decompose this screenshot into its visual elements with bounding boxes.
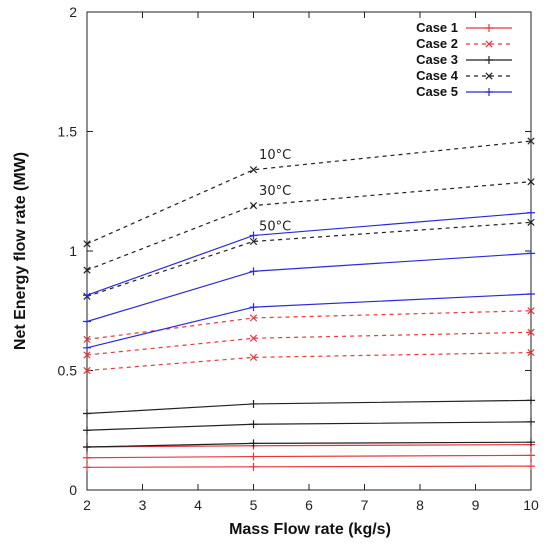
series-case-5 (83, 208, 535, 300)
data-point (249, 231, 258, 240)
x-tick-label: 2 (83, 497, 91, 513)
series-line (86, 221, 532, 297)
axis-ticks: 2 3 4 5 6 7 8 9 10 0 0.5 1 1.5 2 (58, 4, 539, 513)
data-point (83, 335, 91, 344)
data-point (527, 218, 535, 226)
legend-marker-sample (485, 88, 493, 96)
series-line (86, 331, 532, 356)
data-point (249, 420, 258, 429)
data-point (527, 348, 535, 357)
data-point (249, 303, 258, 312)
x-tick-label: 10 (523, 497, 539, 513)
series-case-1 (83, 462, 535, 472)
x-tick-label: 4 (194, 497, 202, 513)
legend-marker-sample (485, 40, 493, 48)
series-case-2 (83, 307, 535, 344)
data-point (83, 240, 91, 248)
data-point (527, 290, 535, 299)
series-case-4 (83, 137, 535, 248)
data-point (527, 178, 535, 186)
data-point (527, 137, 535, 145)
data-point (249, 334, 258, 342)
data-point (83, 343, 91, 352)
data-point (83, 317, 91, 326)
data-point (249, 399, 258, 408)
data-point (249, 462, 258, 471)
series-case-4 (83, 178, 535, 274)
series-case-2 (83, 348, 535, 375)
data-point (249, 452, 258, 461)
y-tick-label: 0.5 (58, 363, 78, 379)
y-axis-title: Net Energy flow rate (MW) (12, 152, 29, 350)
series-case-3 (83, 417, 535, 435)
data-point (83, 409, 91, 418)
x-axis-title: Mass Flow rate (kg/s) (229, 521, 391, 538)
legend-marker-sample (485, 24, 493, 32)
x-tick-label: 6 (305, 497, 313, 513)
data-point (249, 267, 258, 276)
y-tick-label: 1.5 (58, 124, 78, 140)
data-point (83, 453, 91, 462)
data-point (249, 166, 258, 174)
data-point (83, 351, 91, 359)
data-point (83, 463, 91, 472)
legend-label: Case 4 (416, 68, 459, 83)
data-point (249, 237, 258, 246)
legend-marker-sample (485, 72, 493, 80)
y-tick-label: 0 (69, 482, 77, 498)
data-point (249, 201, 258, 210)
legend-label: Case 5 (416, 84, 458, 99)
data-point (249, 439, 258, 448)
data-point (83, 442, 91, 451)
legend-label: Case 3 (416, 52, 458, 67)
series-case-2 (83, 328, 535, 359)
x-tick-label: 8 (416, 497, 424, 513)
y-tick-label: 2 (69, 4, 77, 20)
legend-label: Case 1 (416, 20, 458, 35)
data-point (83, 291, 91, 300)
series-case-5 (83, 249, 535, 326)
x-tick-label: 3 (139, 497, 147, 513)
x-tick-label: 9 (472, 497, 480, 513)
temperature-annotation: 30°C (259, 184, 291, 199)
temperature-annotation: 50°C (259, 220, 291, 235)
series-group (83, 137, 535, 472)
data-point (83, 426, 91, 435)
data-point (83, 266, 91, 274)
x-tick-label: 7 (361, 497, 369, 513)
annotations: 10°C 30°C 50°C (259, 148, 291, 235)
data-point (527, 208, 535, 217)
data-point (527, 462, 535, 471)
series-case-3 (83, 438, 535, 451)
series-case-1 (83, 451, 535, 462)
data-point (249, 353, 258, 361)
data-point (527, 249, 535, 258)
y-tick-label: 1 (69, 243, 77, 259)
series-line (86, 351, 532, 372)
series-case-3 (83, 396, 535, 418)
data-point (527, 307, 535, 315)
x-tick-label: 5 (250, 497, 258, 513)
series-case-5 (83, 290, 535, 352)
legend-marker-sample (485, 56, 493, 64)
data-point (527, 438, 535, 447)
temperature-annotation: 10°C (259, 148, 291, 163)
series-line (86, 310, 532, 341)
data-point (83, 366, 91, 375)
data-point (527, 396, 535, 405)
data-point (527, 451, 535, 460)
data-point (527, 328, 535, 336)
data-point (527, 417, 535, 426)
legend-label: Case 2 (416, 36, 458, 51)
series-line (86, 140, 532, 245)
data-point (249, 314, 258, 322)
